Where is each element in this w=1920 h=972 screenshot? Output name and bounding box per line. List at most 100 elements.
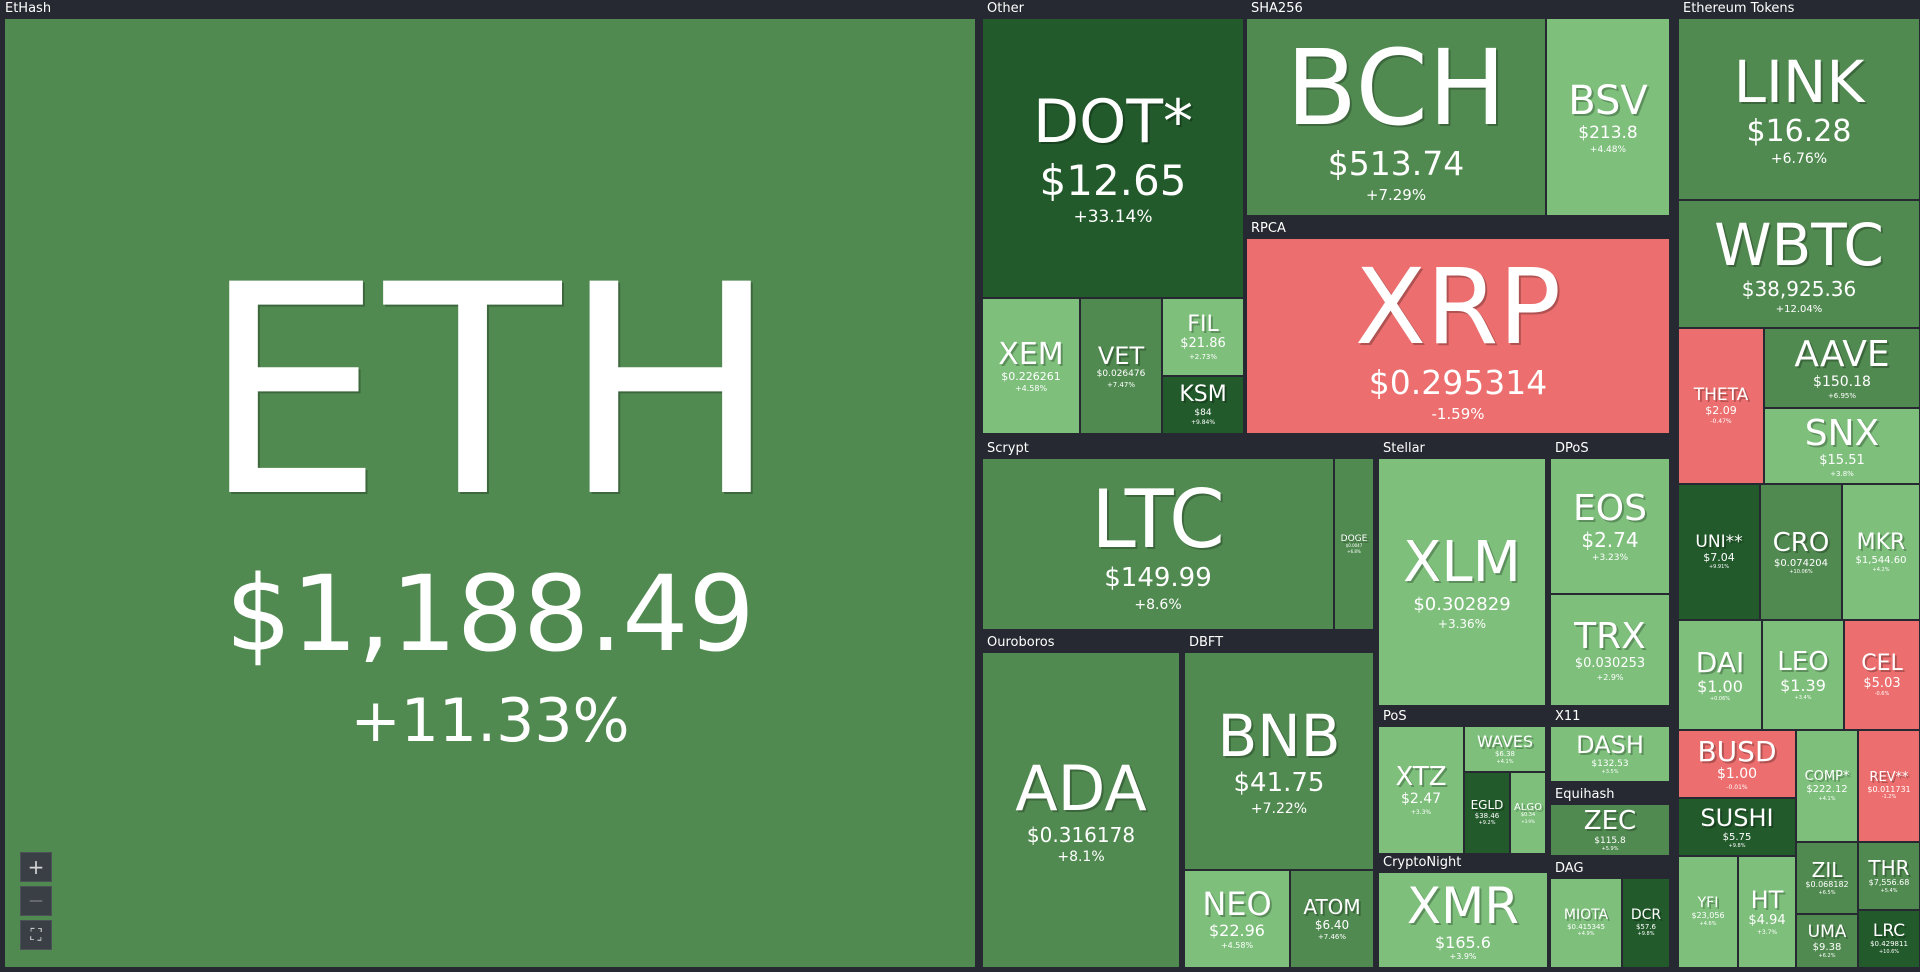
tile-price: $22.96 — [1209, 921, 1265, 941]
tile-theta[interactable]: THETA $2.09 -0.47% — [1678, 328, 1764, 484]
tile-price: $41.75 — [1233, 768, 1325, 799]
tile-change: -0.6% — [1874, 691, 1890, 698]
group-label-dag: DAG — [1550, 860, 1678, 878]
tile-lrc[interactable]: LRC $0.429811 +10.6% — [1858, 910, 1920, 968]
tile-rev[interactable]: REV** $0.011731 -1.2% — [1858, 730, 1920, 842]
tile-mkr[interactable]: MKR $1,544.60 +4.2% — [1842, 484, 1920, 620]
tile-price: $1,544.60 — [1855, 555, 1907, 567]
tile-dot[interactable]: DOT* $12.65 +33.14% — [982, 18, 1244, 298]
tile-xrp[interactable]: XRP $0.295314 -1.59% — [1246, 238, 1670, 434]
zoom-in-button[interactable]: + — [20, 852, 52, 882]
tile-sushi[interactable]: SUSHI $5.75 +9.8% — [1678, 798, 1796, 856]
tile-xtz[interactable]: XTZ $2.47 +3.3% — [1378, 726, 1464, 854]
tile-ht[interactable]: HT $4.94 +3.7% — [1738, 856, 1796, 968]
tile-symbol: KSM — [1179, 382, 1227, 408]
tile-bsv[interactable]: BSV $213.8 +4.48% — [1546, 18, 1670, 216]
tile-price: $0.068182 — [1805, 880, 1849, 890]
tile-price: $132.53 — [1591, 759, 1629, 770]
tile-price: $23,056 — [1691, 911, 1725, 921]
tile-price: $0.074204 — [1773, 557, 1829, 569]
tile-dai[interactable]: DAI $1.00 +0.06% — [1678, 620, 1762, 730]
tile-change: +7.46% — [1317, 933, 1347, 941]
tile-price: $150.18 — [1813, 374, 1871, 391]
tile-price: $0.415345 — [1567, 922, 1605, 931]
tile-wbtc[interactable]: WBTC $38,925.36 +12.04% — [1678, 200, 1920, 328]
tile-symbol: SUSHI — [1700, 803, 1774, 832]
tile-ltc[interactable]: LTC $149.99 +8.6% — [982, 458, 1334, 630]
tile-atom[interactable]: ATOM $6.40 +7.46% — [1290, 870, 1374, 968]
zoom-out-button[interactable]: — — [20, 886, 52, 916]
group-label-scrypt: Scrypt — [982, 440, 1378, 458]
tile-change: +3.36% — [1437, 617, 1487, 632]
tile-change: +5.4% — [1880, 888, 1898, 895]
tile-price: $4.94 — [1748, 912, 1786, 928]
tile-algo[interactable]: ALGO $0.34 +3.9% — [1510, 772, 1546, 854]
tile-cro[interactable]: CRO $0.074204 +10.06% — [1760, 484, 1842, 620]
tile-egld[interactable]: EGLD $38.46 +9.2% — [1464, 772, 1510, 854]
group-label-sha256: SHA256 — [1246, 0, 1678, 18]
tile-eth[interactable]: ETH $1,188.49 +11.33% — [4, 18, 976, 968]
tile-change: +4.1% — [1818, 795, 1836, 802]
tile-bnb[interactable]: BNB $41.75 +7.22% — [1184, 652, 1374, 870]
tile-miota[interactable]: MIOTA $0.415345 +4.9% — [1550, 878, 1622, 968]
tile-dash[interactable]: DASH $132.53 +3.5% — [1550, 726, 1670, 782]
tile-ksm[interactable]: KSM $84 +9.84% — [1162, 376, 1244, 434]
tile-busd[interactable]: BUSD $1.00 -0.01% — [1678, 730, 1796, 798]
tile-change: +8.6% — [1134, 596, 1182, 613]
tile-price: $38,925.36 — [1741, 277, 1857, 302]
tile-bch[interactable]: BCH $513.74 +7.29% — [1246, 18, 1546, 216]
tile-neo[interactable]: NEO $22.96 +4.58% — [1184, 870, 1290, 968]
tile-trx[interactable]: TRX $0.030253 +2.9% — [1550, 594, 1670, 706]
tile-doge[interactable]: DOGE $0.0047 +6.8% — [1334, 458, 1374, 630]
tile-symbol: CEL — [1861, 651, 1903, 677]
tile-change: +2.73% — [1188, 352, 1218, 361]
tile-change: +3.8% — [1830, 469, 1854, 478]
tile-aave[interactable]: AAVE $150.18 +6.95% — [1764, 328, 1920, 408]
tile-thr[interactable]: THR $7,556.68 +5.4% — [1858, 842, 1920, 910]
fullscreen-button[interactable]: ⛶ — [20, 920, 52, 950]
tile-change: +3.3% — [1410, 809, 1432, 817]
tile-vet[interactable]: VET $0.026476 +7.47% — [1080, 298, 1162, 434]
tile-symbol: LRC — [1872, 921, 1906, 942]
tile-symbol: THR — [1868, 856, 1910, 881]
tile-symbol: THETA — [1693, 384, 1749, 405]
fullscreen-icon: ⛶ — [30, 925, 42, 944]
tile-change: +8.1% — [1057, 849, 1105, 866]
tile-price: $0.011731 — [1867, 784, 1911, 794]
tile-xmr[interactable]: XMR $165.6 +3.9% — [1378, 872, 1548, 968]
tile-price: $213.8 — [1578, 122, 1638, 143]
tile-xem[interactable]: XEM $0.226261 +4.58% — [982, 298, 1080, 434]
tile-price: $6.40 — [1314, 917, 1350, 932]
tile-price: $57.6 — [1635, 922, 1657, 931]
tile-link[interactable]: LINK $16.28 +6.76% — [1678, 18, 1920, 200]
tile-comp[interactable]: COMP* $222.12 +4.1% — [1796, 730, 1858, 842]
tile-zec[interactable]: ZEC $115.8 +5.9% — [1550, 804, 1670, 856]
tile-fil[interactable]: FIL $21.86 +2.73% — [1162, 298, 1244, 376]
tile-uma[interactable]: UMA $9.38 +6.2% — [1796, 914, 1858, 968]
tile-change: +7.29% — [1365, 186, 1427, 205]
tile-symbol: BUSD — [1697, 735, 1777, 769]
tile-snx[interactable]: SNX $15.51 +3.8% — [1764, 408, 1920, 484]
tile-dcr[interactable]: DCR $57.6 +9.8% — [1622, 878, 1670, 968]
tile-symbol: XLM — [1403, 530, 1521, 596]
tile-price: $0.030253 — [1574, 656, 1646, 672]
tile-symbol: SNX — [1804, 412, 1880, 454]
tile-leo[interactable]: LEO $1.39 +3.4% — [1762, 620, 1844, 730]
tile-yfi[interactable]: YFI $23,056 +4.6% — [1678, 856, 1738, 968]
tile-price: $5.75 — [1722, 831, 1752, 843]
tile-cel[interactable]: CEL $5.03 -0.6% — [1844, 620, 1920, 730]
tile-change: +3.9% — [1521, 818, 1535, 824]
tile-eos[interactable]: EOS $2.74 +3.23% — [1550, 458, 1670, 594]
tile-price: $0.316178 — [1026, 822, 1136, 847]
tile-xlm[interactable]: XLM $0.302829 +3.36% — [1378, 458, 1546, 706]
tile-ada[interactable]: ADA $0.316178 +8.1% — [982, 652, 1180, 968]
tile-price: $0.226261 — [1001, 370, 1061, 384]
group-label-ethash: EtHash — [0, 0, 978, 18]
tile-zil[interactable]: ZIL $0.068182 +6.5% — [1796, 842, 1858, 914]
tile-symbol: DASH — [1576, 731, 1644, 760]
tile-symbol: NEO — [1202, 884, 1272, 923]
tile-change: +2.9% — [1596, 672, 1624, 682]
tile-waves[interactable]: WAVES $6.38 +4.1% — [1464, 726, 1546, 772]
tile-change: +9.8% — [1637, 931, 1655, 938]
tile-uni[interactable]: UNI** $7.04 +9.91% — [1678, 484, 1760, 620]
